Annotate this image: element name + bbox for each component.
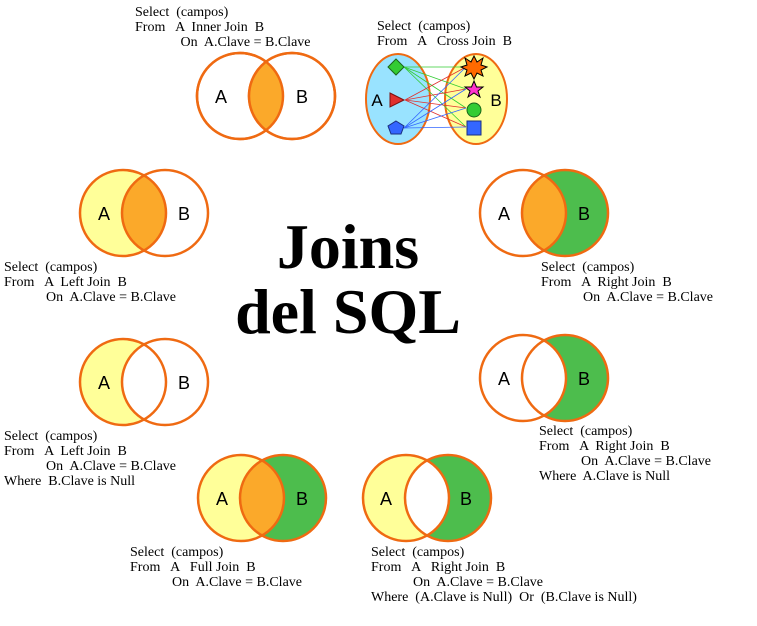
right-excluding-sql-line: Where A.Clave is Null [539, 469, 670, 484]
cross-join-sql-line: Select (campos) [377, 19, 471, 34]
right-excluding-label-b: B [578, 369, 590, 389]
left-excluding-join-venn: A B [78, 337, 210, 427]
cross-join-diagram: A B [365, 53, 508, 145]
full-join-label-a: A [216, 489, 228, 509]
cross-join-connectors [403, 66, 467, 129]
red-triangle-icon [389, 92, 406, 108]
full-join-sql-line: On A.Clave = B.Clave [130, 575, 302, 590]
full-join-sql-line: Select (campos) [130, 545, 224, 560]
cross-join-label-a: A [371, 91, 383, 110]
inner-join-venn: A B [195, 51, 337, 141]
full-excluding-sql-line: On A.Clave = B.Clave [371, 575, 543, 590]
full-excluding-sql-line: Where (A.Clave is Null) Or (B.Clave is N… [371, 590, 637, 605]
full-excluding-label-a: A [380, 489, 392, 509]
blue-square-icon [466, 120, 482, 136]
cross-join-label-b: B [490, 91, 501, 110]
left-excluding-sql-line: Where B.Clave is Null [4, 474, 135, 489]
left-excluding-sql-line: From A Left Join B [4, 444, 127, 459]
left-join-sql-line: Select (campos) [4, 260, 98, 275]
left-join-sql-line: From A Left Join B [4, 275, 127, 290]
left-excluding-sql-line: Select (campos) [4, 429, 98, 444]
inner-join-sql-line: On A.Clave = B.Clave [135, 35, 311, 50]
cross-join-sql: Select (campos) From A Cross Join B [377, 19, 512, 49]
full-excluding-sql-line: From A Right Join B [371, 560, 505, 575]
full-join-label-b: B [296, 489, 308, 509]
left-join-venn: A B [78, 168, 210, 258]
full-excluding-join-venn: A B [361, 453, 493, 543]
inner-join-label-a: A [215, 87, 227, 107]
green-diamond-icon [387, 58, 405, 76]
right-join-label-a: A [498, 204, 510, 224]
right-excluding-label-a: A [498, 369, 510, 389]
green-circle-icon [466, 102, 482, 118]
right-join-sql: Select (campos) From A Right Join B On A… [541, 260, 713, 305]
left-join-label-b: B [178, 204, 190, 224]
right-excluding-sql-line: From A Right Join B [539, 439, 670, 454]
title-line-2: del SQL [235, 276, 461, 347]
full-excluding-sql-line: Select (campos) [371, 545, 465, 560]
left-join-sql: Select (campos) From A Left Join B On A.… [4, 260, 176, 305]
left-excluding-label-a: A [98, 373, 110, 393]
right-excluding-sql-line: On A.Clave = B.Clave [539, 454, 711, 469]
inner-join-sql-line: Select (campos) [135, 5, 229, 20]
magenta-star-icon [463, 79, 485, 99]
inner-join-sql: Select (campos) From A Inner Join B On A… [135, 5, 311, 50]
full-excluding-join-sql: Select (campos) From A Right Join B On A… [371, 545, 637, 605]
left-join-sql-line: On A.Clave = B.Clave [4, 290, 176, 305]
full-excluding-label-b: B [460, 489, 472, 509]
right-join-label-b: B [578, 204, 590, 224]
full-join-sql-line: From A Full Join B [130, 560, 256, 575]
right-excluding-join-sql: Select (campos) From A Right Join B On A… [539, 424, 711, 484]
right-excluding-sql-line: Select (campos) [539, 424, 633, 439]
right-join-sql-line: On A.Clave = B.Clave [541, 290, 713, 305]
full-join-sql: Select (campos) From A Full Join B On A.… [130, 545, 302, 590]
inner-join-sql-line: From A Inner Join B [135, 20, 264, 35]
inner-join-label-b: B [296, 87, 308, 107]
blue-pentagon-icon [387, 120, 405, 135]
left-excluding-label-b: B [178, 373, 190, 393]
right-excluding-join-venn: A B [478, 333, 610, 423]
title-line-1: Joins [277, 211, 419, 282]
right-join-venn: A B [478, 168, 610, 258]
left-join-label-a: A [98, 204, 110, 224]
full-join-venn: A B [196, 453, 328, 543]
left-excluding-sql-line: On A.Clave = B.Clave [4, 459, 176, 474]
right-join-sql-line: Select (campos) [541, 260, 635, 275]
right-join-sql-line: From A Right Join B [541, 275, 672, 290]
cross-join-sql-line: From A Cross Join B [377, 34, 512, 49]
orange-star-burst-icon [459, 54, 489, 81]
left-excluding-join-sql: Select (campos) From A Left Join B On A.… [4, 429, 176, 489]
